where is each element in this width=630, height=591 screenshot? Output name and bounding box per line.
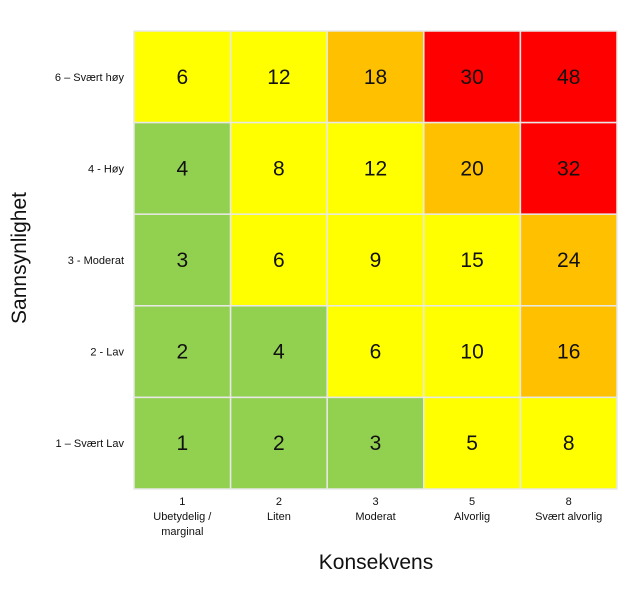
cell-value-r2-c3: 12 [364, 157, 387, 180]
y-axis-label: Sannsynlighet [8, 192, 31, 324]
matrix-cell-r4-c5 [519, 305, 618, 399]
x-tick-label-line: marginal [161, 526, 203, 538]
cell-value-r1-c4: 30 [460, 66, 483, 89]
cell-value-r5-c4: 5 [466, 432, 478, 455]
cell-value-r3-c1: 3 [176, 249, 188, 272]
x-tick-label-line: 3 [372, 496, 378, 508]
matrix-cell-r5-c1 [133, 396, 232, 490]
x-tick-label: 3 Moderat [355, 496, 395, 523]
cell-value-r1-c1: 6 [176, 66, 188, 89]
y-tick-label: 3 - Moderat [68, 255, 124, 267]
x-tick-label-line: 5 [469, 496, 475, 508]
y-tick-labels: 6 – Svært høy 4 - Høy 3 - Moderat 2 - Lav 1 … [55, 72, 125, 450]
matrix-cell-r4-c4 [423, 305, 522, 399]
matrix-cell-r5-c3 [326, 396, 425, 490]
cell-value-r3-c2: 6 [273, 249, 285, 272]
matrix-cell-r3-c2 [229, 213, 328, 307]
cell-value-r3-c5: 24 [557, 249, 581, 272]
matrix-cell-r4-c1 [133, 305, 232, 399]
x-tick-label-line: Liten [267, 511, 291, 523]
x-tick-label-line: 8 [566, 496, 572, 508]
matrix-cell-r5-c2 [229, 396, 328, 490]
cell-value-r3-c4: 15 [460, 249, 483, 272]
cell-value-r4-c4: 10 [460, 341, 483, 364]
matrix-cell-r2-c5 [519, 121, 618, 215]
cell-value-r3-c3: 9 [370, 249, 382, 272]
cell-value-r5-c5: 8 [563, 432, 575, 455]
cell-value-r1-c2: 12 [267, 66, 290, 89]
y-tick-label: 1 – Svært Lav [56, 438, 125, 450]
cell-value-r5-c2: 2 [273, 432, 285, 455]
y-tick-label: 6 – Svært høy [55, 72, 125, 84]
matrix-cell-r2-c1 [133, 121, 232, 215]
matrix-cell-r1-c4 [423, 30, 522, 124]
x-tick-label: 2 Liten [267, 496, 291, 523]
matrix-cells: 6 12 18 30 484 8 12 20 323 6 9 15 242 4 6 10 161 2 3 5 8 [133, 30, 618, 490]
x-tick-label: 8 Svært alvorlig [535, 496, 602, 523]
cell-value-r1-c3: 18 [364, 66, 387, 89]
x-tick-label-line: Alvorlig [454, 511, 490, 523]
x-tick-label-line: Ubetydelig / [153, 511, 212, 523]
cell-value-r4-c3: 6 [370, 341, 382, 364]
cell-value-r4-c1: 2 [176, 341, 188, 364]
x-tick-label-line: Svært alvorlig [535, 511, 602, 523]
y-tick-label: 4 - Høy [88, 163, 125, 175]
y-tick-label: 2 - Lav [90, 347, 124, 359]
cell-value-r5-c1: 1 [176, 432, 188, 455]
cell-value-r2-c2: 8 [273, 157, 285, 180]
matrix-cell-r1-c2 [229, 30, 328, 124]
cell-value-r1-c5: 48 [557, 66, 580, 89]
x-tick-label-line: 1 [179, 496, 185, 508]
cell-value-r2-c5: 32 [557, 157, 580, 180]
cell-value-r2-c1: 4 [176, 157, 188, 180]
cell-value-r4-c2: 4 [273, 341, 285, 364]
matrix-cell-r3-c4 [423, 213, 522, 307]
matrix-cell-r1-c3 [326, 30, 425, 124]
matrix-cell-r4-c2 [229, 305, 328, 399]
matrix-cell-r1-c1 [133, 30, 232, 124]
matrix-cell-r5-c5 [519, 396, 618, 490]
x-tick-label-line: 2 [276, 496, 282, 508]
x-axis-label: Konsekvens [319, 551, 433, 574]
cell-value-r4-c5: 16 [557, 341, 580, 364]
matrix-cell-r4-c3 [326, 305, 425, 399]
x-tick-label-line: Moderat [355, 511, 395, 523]
matrix-cell-r2-c3 [326, 121, 425, 215]
x-tick-label: 1 Ubetydelig / marginal [153, 496, 212, 538]
cell-value-r5-c3: 3 [370, 432, 382, 455]
x-tick-label: 5 Alvorlig [454, 496, 490, 523]
cell-value-r2-c4: 20 [460, 157, 483, 180]
x-tick-labels: 1 Ubetydelig / marginal 2 Liten 3 Moderat 5 Alvo… [153, 496, 602, 538]
